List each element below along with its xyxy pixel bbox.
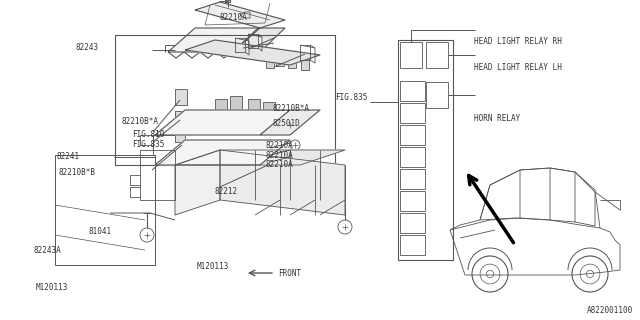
Text: 82243: 82243: [76, 44, 99, 52]
Text: HEAD LIGHT RELAY RH: HEAD LIGHT RELAY RH: [474, 37, 561, 46]
Polygon shape: [168, 28, 260, 52]
Bar: [115, 35, 335, 165]
Bar: [248, 99, 260, 115]
Polygon shape: [233, 28, 285, 52]
Polygon shape: [175, 150, 345, 165]
Polygon shape: [185, 40, 320, 65]
Bar: [175, 89, 187, 105]
Text: 82210B*A: 82210B*A: [273, 104, 310, 113]
Text: 82210A: 82210A: [220, 13, 247, 22]
Text: FIG.835: FIG.835: [132, 140, 165, 149]
Text: 81041: 81041: [88, 228, 111, 236]
Polygon shape: [195, 2, 285, 28]
Bar: [288, 54, 296, 68]
Bar: [215, 99, 227, 115]
Bar: [230, 96, 242, 112]
Polygon shape: [260, 110, 320, 135]
Bar: [398, 40, 453, 260]
Bar: [175, 113, 185, 125]
Bar: [400, 147, 425, 167]
Bar: [426, 42, 448, 68]
Polygon shape: [220, 150, 345, 215]
Text: 82212: 82212: [214, 188, 237, 196]
Text: M120113: M120113: [35, 283, 68, 292]
Text: 82210A: 82210A: [266, 160, 293, 169]
Text: A822001100: A822001100: [588, 306, 634, 315]
Text: FRONT: FRONT: [278, 268, 301, 277]
Bar: [400, 235, 425, 255]
Text: 82210B*B: 82210B*B: [59, 168, 96, 177]
Bar: [426, 82, 448, 108]
Text: HEAD LIGHT RELAY LH: HEAD LIGHT RELAY LH: [474, 63, 561, 72]
Bar: [400, 169, 425, 189]
Text: 82210B*A: 82210B*A: [122, 117, 159, 126]
Bar: [263, 102, 275, 118]
Bar: [400, 213, 425, 233]
Text: 82501D: 82501D: [273, 119, 300, 128]
Text: M120113: M120113: [197, 262, 230, 271]
Polygon shape: [175, 150, 220, 215]
Bar: [266, 54, 274, 68]
Bar: [400, 81, 425, 101]
Text: 82210A: 82210A: [266, 141, 293, 150]
Text: FIG.835: FIG.835: [335, 93, 368, 102]
Bar: [400, 125, 425, 145]
Bar: [175, 111, 185, 125]
Text: 82210A: 82210A: [266, 151, 293, 160]
Bar: [301, 56, 309, 70]
Text: FIG.810: FIG.810: [132, 130, 165, 139]
Bar: [190, 113, 200, 125]
Text: HORN RELAY: HORN RELAY: [474, 114, 520, 123]
Text: 82243A: 82243A: [34, 246, 61, 255]
Bar: [400, 103, 425, 123]
Bar: [400, 42, 422, 68]
Bar: [276, 52, 284, 66]
Bar: [55, 155, 155, 265]
Polygon shape: [155, 110, 290, 135]
Bar: [205, 113, 215, 125]
Polygon shape: [155, 140, 290, 165]
Text: 82241: 82241: [56, 152, 79, 161]
Bar: [400, 191, 425, 211]
Bar: [175, 132, 185, 142]
